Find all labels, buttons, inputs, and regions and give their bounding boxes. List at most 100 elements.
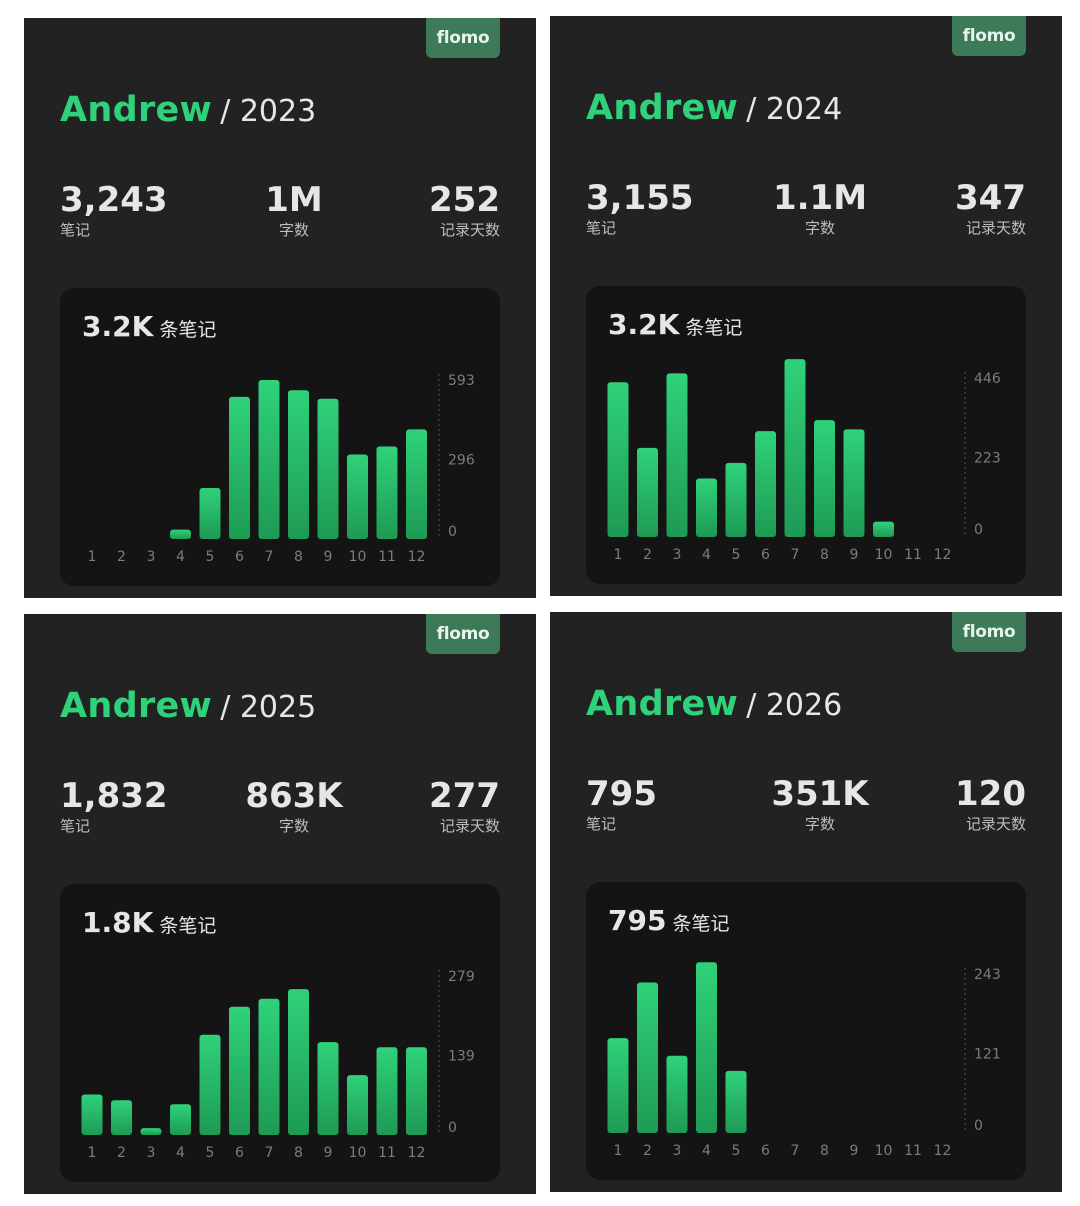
x-tick-label: 5 [732, 547, 741, 563]
bar-month-5 [199, 488, 221, 539]
y-tick-label: 593 [448, 373, 475, 389]
x-tick-label: 7 [265, 1145, 274, 1161]
y-tick-label: 0 [448, 1120, 457, 1136]
x-tick-label: 5 [732, 1143, 741, 1159]
x-tick-label: 10 [875, 547, 893, 563]
stat-notes: 1,832 笔记 [60, 776, 168, 836]
panel-title: 3.2K 条笔记 [608, 308, 742, 341]
x-tick-label: 2 [117, 1145, 126, 1161]
x-tick-label: 6 [761, 547, 770, 563]
stat-notes: 795 笔记 [586, 774, 657, 834]
y-tick-label: 279 [448, 969, 475, 985]
stat-value: 3,243 [60, 180, 168, 220]
bar-month-11 [376, 446, 398, 539]
bar-month-3 [140, 1128, 162, 1135]
bar-month-8 [814, 420, 835, 537]
flomo-logo: flomo [952, 612, 1026, 652]
panel-title: 3.2K 条笔记 [82, 310, 216, 343]
x-tick-label: 10 [875, 1143, 893, 1159]
bar-month-5 [725, 462, 747, 537]
note-unit: 条笔记 [685, 317, 743, 339]
y-tick-label: 243 [974, 967, 1001, 983]
x-tick-label: 7 [265, 549, 274, 565]
report-card-2024: flomo Andrew/ 2024 3,155 笔记 1.1M 字数 347 … [550, 16, 1062, 596]
stat-words: 1.1M 字数 [773, 178, 867, 238]
x-tick-label: 1 [88, 549, 97, 565]
x-tick-label: 8 [820, 1143, 829, 1159]
x-tick-label: 3 [673, 547, 682, 563]
stat-label: 字数 [278, 817, 310, 835]
x-tick-label: 8 [820, 547, 829, 563]
x-tick-label: 4 [702, 547, 711, 563]
flomo-logo: flomo [952, 16, 1026, 56]
bar-month-5 [199, 1034, 221, 1135]
x-tick-label: 3 [147, 1145, 156, 1161]
x-tick-label: 9 [324, 549, 333, 565]
stat-value: 120 [955, 774, 1026, 814]
x-tick-label: 8 [294, 1145, 303, 1161]
stat-value: 1M [265, 180, 323, 220]
flomo-logo: flomo [426, 614, 500, 654]
year-label: / 2023 [220, 94, 317, 129]
y-tick-label: 296 [448, 453, 475, 469]
bar-month-2 [637, 447, 658, 537]
x-tick-label: 3 [147, 549, 156, 565]
x-tick-label: 4 [176, 549, 185, 565]
x-tick-label: 5 [206, 549, 215, 565]
x-tick-label: 5 [206, 1145, 215, 1161]
bar-month-1 [81, 1094, 103, 1135]
stat-days: 120 记录天数 [955, 774, 1026, 834]
bar-month-3 [666, 1055, 688, 1133]
stat-value: 1,832 [60, 776, 168, 816]
stat-label: 笔记 [60, 221, 91, 239]
bar-month-10 [873, 521, 894, 537]
x-tick-label: 9 [850, 1143, 859, 1159]
bar-month-2 [637, 982, 658, 1133]
note-unit: 条笔记 [159, 319, 217, 341]
x-tick-label: 1 [614, 1143, 623, 1159]
stat-value: 3,155 [586, 178, 694, 218]
x-tick-label: 7 [791, 547, 800, 563]
stat-days: 252 记录天数 [429, 180, 500, 240]
monthly-chart-panel: 795 条笔记 1 2 3 4 5 6 7 8 9 10 11 12 243 121 0 [586, 882, 1026, 1180]
note-count: 3.2K [82, 310, 154, 343]
bar-month-10 [347, 454, 368, 539]
stat-label: 字数 [278, 221, 309, 239]
x-tick-label: 4 [702, 1143, 711, 1159]
note-unit: 条笔记 [159, 915, 217, 937]
bar-month-2 [111, 1100, 132, 1135]
note-count: 1.8K [82, 906, 154, 939]
x-tick-label: 3 [673, 1143, 682, 1159]
y-tick-label: 0 [448, 524, 457, 540]
stat-label: 记录天数 [965, 815, 1026, 833]
card-title: Andrew/ 2023 [60, 90, 316, 130]
x-tick-label: 11 [378, 549, 396, 565]
x-tick-label: 7 [791, 1143, 800, 1159]
y-tick-label: 121 [974, 1047, 1001, 1063]
x-tick-label: 8 [294, 549, 303, 565]
x-tick-label: 11 [378, 1145, 396, 1161]
report-card-2026: flomo Andrew/ 2026 795 笔记 351K 字数 120 记录… [550, 612, 1062, 1192]
bar-month-1 [607, 1038, 629, 1133]
year-label: / 2024 [746, 92, 843, 127]
user-name: Andrew [60, 90, 213, 130]
x-tick-label: 9 [324, 1145, 333, 1161]
year-label: / 2026 [746, 688, 843, 723]
stat-days: 277 记录天数 [429, 776, 500, 836]
x-tick-label: 6 [235, 549, 244, 565]
user-name: Andrew [586, 684, 739, 724]
x-tick-label: 9 [850, 547, 859, 563]
stat-words: 863K 字数 [245, 776, 342, 836]
x-tick-label: 10 [349, 549, 367, 565]
bar-month-6 [229, 1006, 250, 1135]
x-tick-label: 1 [614, 547, 623, 563]
x-tick-label: 4 [176, 1145, 185, 1161]
card-title: Andrew/ 2025 [60, 686, 316, 726]
user-name: Andrew [60, 686, 213, 726]
report-card-2023: flomo Andrew/ 2023 3,243 笔记 1M 字数 252 记录… [24, 18, 536, 598]
bar-month-7 [258, 998, 280, 1135]
stat-value: 351K [771, 774, 869, 814]
x-tick-label: 12 [408, 1145, 426, 1161]
